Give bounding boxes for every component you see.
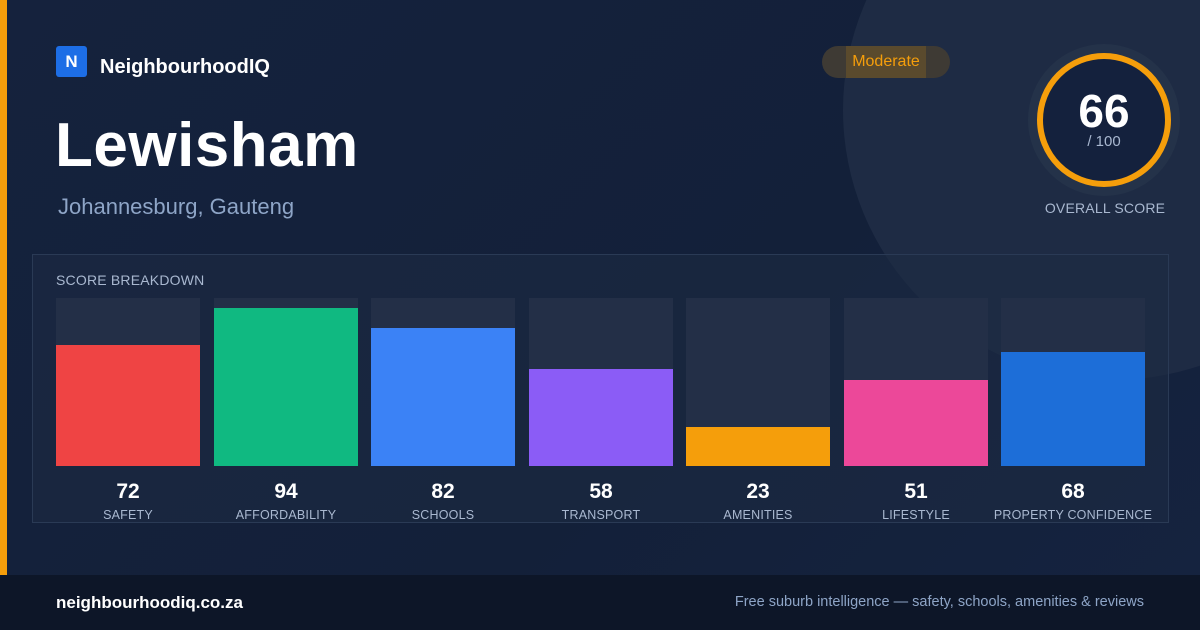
score-column-amenities: 23 AMENITIES	[686, 298, 830, 526]
score-label-property-confidence: PROPERTY CONFIDENCE	[993, 508, 1153, 522]
score-value-safety: 72	[116, 480, 140, 503]
rating-badge-label: Moderate	[852, 53, 920, 70]
suburb-location: Johannesburg, Gauteng	[58, 194, 295, 219]
score-bar-track	[371, 298, 515, 466]
score-label-schools: SCHOOLS	[411, 508, 475, 522]
score-bar-track	[214, 298, 358, 466]
score-value-amenities: 23	[746, 480, 770, 503]
overall-score-ring-inner	[1037, 53, 1171, 187]
score-bar-property-confidence	[1001, 352, 1145, 466]
footer-tagline: Free suburb intelligence — safety, schoo…	[734, 594, 1144, 610]
score-label-transport: TRANSPORT	[561, 508, 641, 522]
score-column-schools: 82 SCHOOLS	[371, 298, 515, 526]
score-value-affordability: 94	[274, 480, 298, 503]
score-column-affordability: 94 AFFORDABILITY	[214, 298, 358, 526]
score-label-amenities: AMENITIES	[723, 508, 793, 522]
brand-logo-icon: N	[56, 46, 87, 77]
score-value-property-confidence: 68	[1061, 480, 1085, 503]
score-bar-affordability	[214, 308, 358, 466]
score-column-property-confidence: 68 PROPERTY CONFIDENCE	[994, 298, 1152, 526]
brand-name: NeighbourhoodIQ	[100, 56, 270, 78]
suburb-name: Lewisham	[55, 111, 359, 180]
score-value-schools: 82	[431, 480, 455, 503]
score-bar-schools	[371, 328, 515, 466]
score-bar-transport	[529, 369, 673, 466]
overall-score-value: 66	[1078, 85, 1130, 137]
score-column-safety: 72 SAFETY	[56, 298, 200, 526]
score-value-transport: 58	[589, 480, 613, 503]
score-bar-track	[56, 298, 200, 466]
score-breakdown-title: SCORE BREAKDOWN	[56, 272, 205, 288]
overall-score-ring	[1028, 44, 1180, 196]
score-column-transport: 58 TRANSPORT	[529, 298, 673, 526]
score-label-affordability: AFFORDABILITY	[235, 508, 337, 522]
score-value-lifestyle: 51	[904, 480, 928, 503]
score-bar-lifestyle	[844, 380, 988, 466]
overall-score-max: / 100	[1087, 133, 1121, 150]
footer	[0, 575, 1200, 630]
score-label-safety: SAFETY	[103, 508, 153, 522]
score-column-lifestyle: 51 LIFESTYLE	[844, 298, 988, 526]
score-bar-track	[529, 298, 673, 466]
score-bar-track	[686, 298, 830, 466]
score-bar-safety	[56, 345, 200, 466]
footer-domain-link[interactable]: neighbourhoodiq.co.za	[56, 593, 243, 612]
overall-score-label: OVERALL SCORE	[1044, 200, 1166, 216]
accent-bar	[0, 0, 7, 575]
score-bar-track	[1001, 298, 1145, 466]
score-bar-amenities	[686, 427, 830, 466]
score-label-lifestyle: LIFESTYLE	[882, 508, 950, 522]
rating-badge: Moderate	[822, 46, 950, 78]
score-bar-track	[844, 298, 988, 466]
